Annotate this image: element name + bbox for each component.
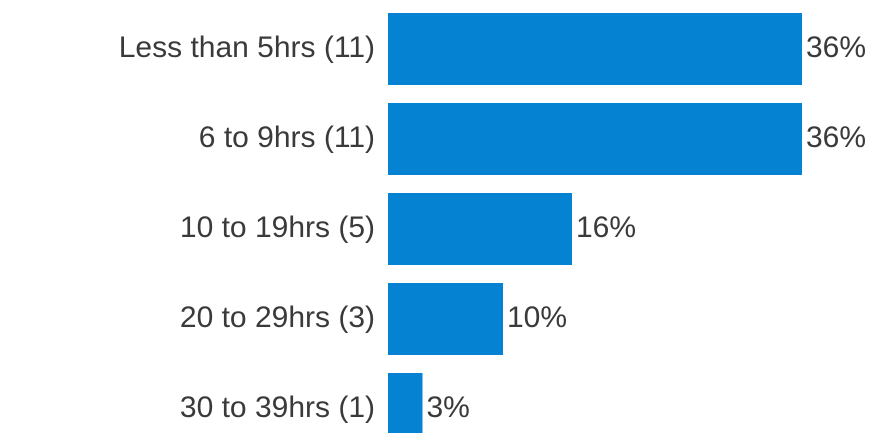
bar	[388, 13, 802, 85]
bar	[388, 373, 423, 433]
value-label: 3%	[427, 391, 470, 424]
category-label: Less than 5hrs (11)	[119, 31, 375, 64]
value-label: 16%	[576, 211, 636, 244]
bar	[388, 193, 572, 265]
bar	[388, 283, 503, 355]
value-label: 36%	[806, 31, 866, 64]
category-label: 20 to 29hrs (3)	[180, 301, 375, 334]
bar	[388, 103, 802, 175]
category-label: 10 to 19hrs (5)	[180, 211, 375, 244]
category-label: 30 to 39hrs (1)	[180, 391, 375, 424]
category-label: 6 to 9hrs (11)	[199, 121, 375, 154]
value-label: 36%	[806, 121, 866, 154]
value-label: 10%	[507, 301, 567, 334]
